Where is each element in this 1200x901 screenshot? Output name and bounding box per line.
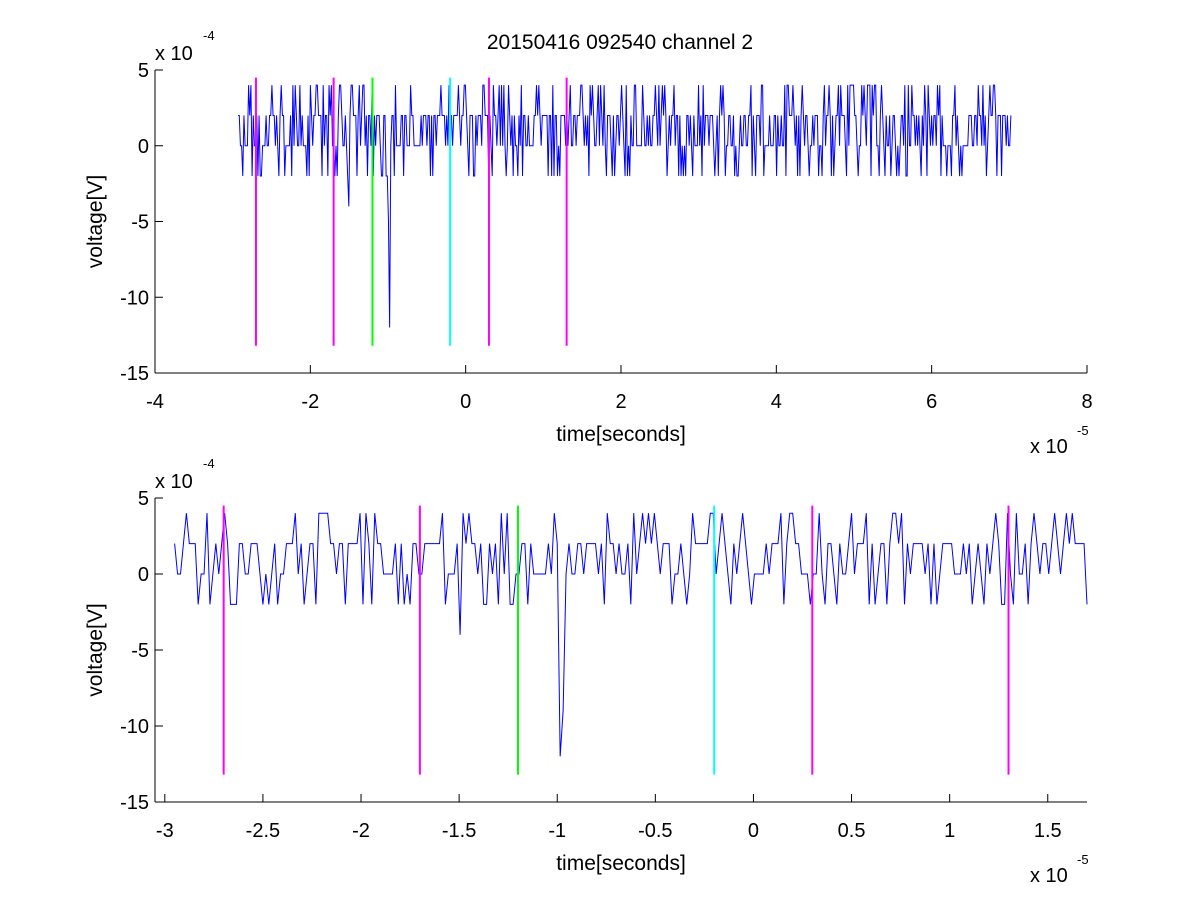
x-tick-label: 0 (748, 820, 759, 842)
x-tick-label: 0.5 (838, 820, 866, 842)
x-tick-label: -2 (301, 391, 319, 413)
x-tick-label: -2.5 (246, 820, 280, 842)
bottom-plot: -3 -2.5 -2 -1.5 -1 -0.5 0 0.5 1 1.5 -15 -10 -5 0 5 time… (84, 456, 1089, 887)
x-axis-label: time[seconds] (556, 423, 686, 446)
y-exponent-value: -4 (203, 28, 215, 43)
y-tick-label: -15 (120, 363, 149, 385)
x-tick-label: -2 (352, 820, 370, 842)
x-exponent-label: x 10 (1030, 436, 1068, 458)
x-exponent-label: x 10 (1030, 865, 1068, 887)
x-tick-label: -1.5 (442, 820, 476, 842)
x-tick-label: 4 (771, 391, 782, 413)
signal-trace-line (238, 84, 1012, 328)
x-tick-label: 8 (1081, 391, 1092, 413)
y-tick-label: 5 (138, 60, 149, 82)
x-tick-label: 1 (944, 820, 955, 842)
x-exponent-value: -5 (1077, 852, 1089, 867)
y-tick-label: 0 (138, 136, 149, 158)
x-tick-label: 1.5 (1034, 820, 1062, 842)
y-tick-label: -10 (120, 716, 149, 738)
y-tick-label: -15 (120, 792, 149, 814)
x-tick-label: -3 (156, 820, 174, 842)
x-tick-label: -4 (146, 391, 164, 413)
x-tick-label: 0 (460, 391, 471, 413)
x-exponent-value: -5 (1077, 423, 1089, 438)
x-tick-label: 2 (615, 391, 626, 413)
y-exponent-value: -4 (203, 456, 215, 471)
x-tick-label: 6 (926, 391, 937, 413)
x-tick-label: -1 (548, 820, 566, 842)
top-plot: -4 -2 0 2 4 6 8 -15 -10 -5 0 5 time[seconds] voltage[… (84, 28, 1093, 458)
chart-title: 20150416 092540 channel 2 (487, 31, 753, 54)
y-exponent-label: x 10 (155, 43, 193, 65)
y-tick-label: 5 (138, 488, 149, 510)
y-tick-label: -5 (131, 640, 149, 662)
y-tick-label: -10 (120, 287, 149, 309)
y-axis-label: voltage[V] (84, 175, 107, 268)
x-tick-label: -0.5 (638, 820, 672, 842)
signal-trace-line (174, 512, 1088, 757)
y-tick-label: 0 (138, 564, 149, 586)
y-tick-label: -5 (131, 212, 149, 234)
x-axis-label: time[seconds] (556, 852, 686, 875)
y-axis-label: voltage[V] (84, 603, 107, 696)
y-exponent-label: x 10 (155, 471, 193, 493)
